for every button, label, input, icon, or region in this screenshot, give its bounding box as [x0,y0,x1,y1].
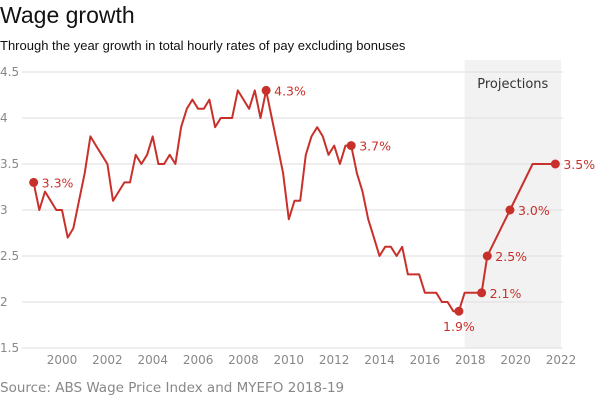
x-tick-label: 2008 [228,353,259,367]
chart-source: Source: ABS Wage Price Index and MYEFO 2… [0,380,345,396]
data-point-marker [29,177,39,187]
data-point-marker [454,306,464,316]
data-point-marker [477,288,487,298]
data-point-marker [482,251,492,261]
x-tick-label: 2020 [500,353,531,367]
data-label: 3.5% [563,157,595,172]
x-tick-label: 2004 [137,353,168,367]
y-tick-label: 2.5 [0,249,19,263]
data-point-marker [505,205,515,215]
y-tick-label: 1.5 [0,341,19,355]
y-tick-label: 2 [0,295,8,309]
data-label: 3.7% [359,139,391,154]
data-label: 4.3% [274,83,306,98]
x-tick-label: 2016 [410,353,441,367]
data-point-marker [261,85,271,95]
chart-title: Wage growth [0,2,135,28]
chart-subtitle: Through the year growth in total hourly … [0,38,406,53]
data-label: 2.5% [495,249,527,264]
series-line [32,89,556,313]
data-label: 1.9% [443,319,475,334]
y-tick-label: 4 [0,111,8,125]
x-tick-label: 2002 [92,353,123,367]
data-label: 2.1% [490,286,522,301]
x-tick-label: 2014 [364,353,395,367]
x-tick-label: 2012 [319,353,350,367]
y-tick-label: 4.5 [0,65,19,79]
x-tick-label: 2018 [455,353,486,367]
data-label: 3.3% [42,175,74,190]
data-point-marker [346,141,356,151]
x-tick-label: 2006 [183,353,214,367]
y-tick-label: 3.5 [0,157,19,171]
data-point-marker [550,159,560,169]
projections-label: Projections [477,77,548,92]
data-label: 3.0% [518,203,550,218]
y-tick-label: 3 [0,203,8,217]
x-tick-label: 2000 [47,353,78,367]
x-tick-label: 2022 [546,353,577,367]
x-tick-label: 2010 [274,353,305,367]
